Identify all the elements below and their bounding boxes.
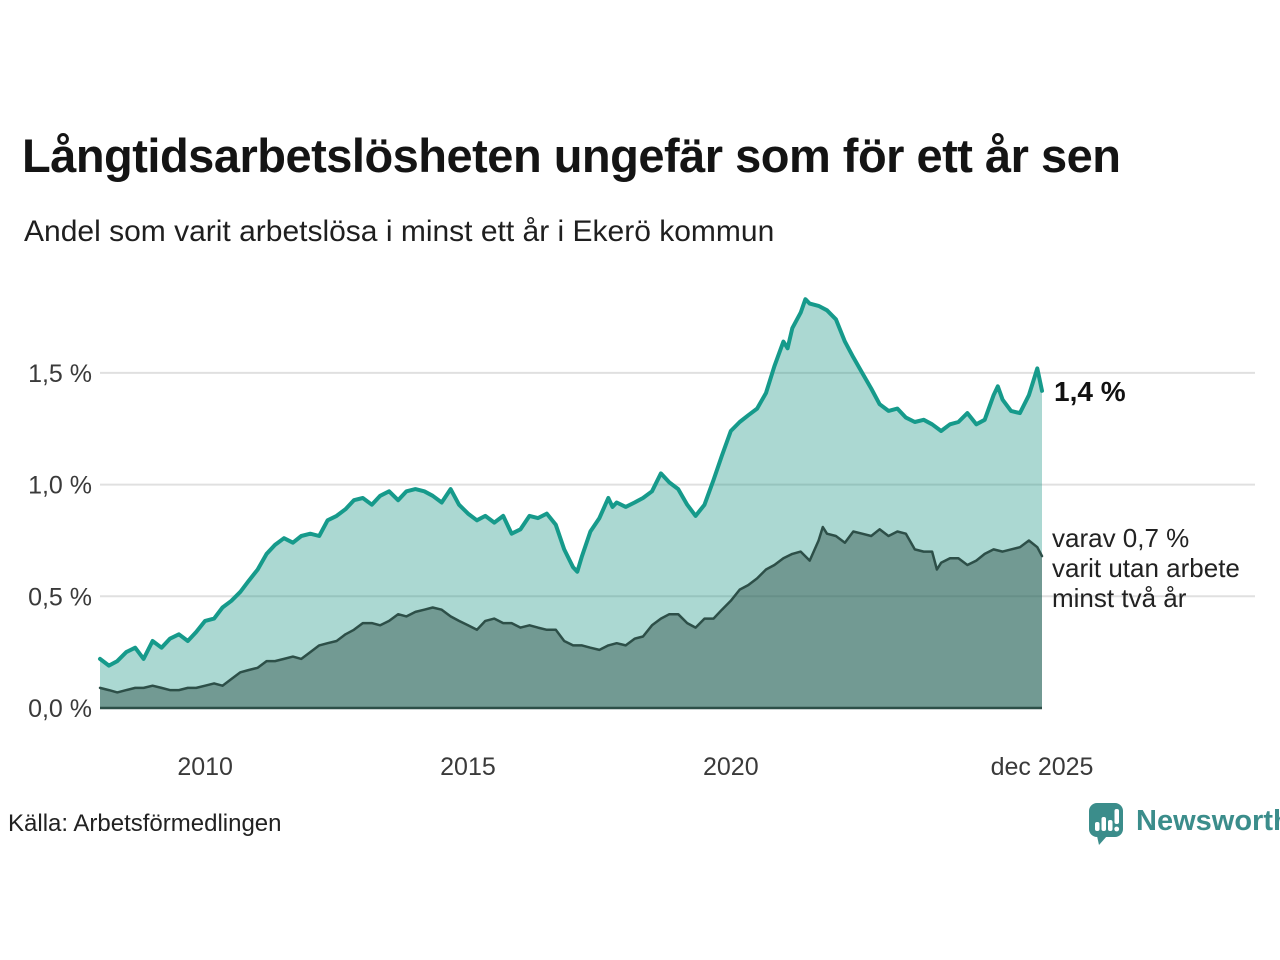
- page-title: Långtidsarbetslösheten ungefär som för e…: [22, 129, 1121, 182]
- brand-name: Newsworthy: [1136, 805, 1280, 837]
- latest-value-label: 1,4 %: [1054, 376, 1126, 407]
- annotation-line: varit utan arbete: [1052, 553, 1240, 583]
- y-axis-labels: 0,0 % 0,5 % 1,0 % 1,5 %: [28, 360, 92, 723]
- series-line-0: [98, 297, 1044, 668]
- chart-subtitle: Andel som varit arbetslösa i minst ett å…: [24, 215, 775, 248]
- svg-text:1,5 %: 1,5 %: [28, 360, 92, 388]
- svg-text:2020: 2020: [703, 753, 759, 781]
- svg-text:0,0 %: 0,0 %: [28, 695, 92, 723]
- svg-text:0,5 %: 0,5 %: [28, 583, 92, 611]
- series-area-1: [100, 527, 1042, 708]
- brand-logo: Newsworthy: [1088, 801, 1280, 851]
- x-axis-labels: 2010 2015 2020 dec 2025: [177, 753, 1093, 781]
- series-area-0: [100, 299, 1042, 708]
- series-line-1: [98, 525, 1044, 694]
- gridlines: [100, 371, 1255, 598]
- svg-text:2015: 2015: [440, 753, 496, 781]
- two-year-share-annotation: varav 0,7 % varit utan arbete minst två …: [1052, 523, 1240, 613]
- svg-text:dec 2025: dec 2025: [991, 753, 1094, 781]
- svg-text:2010: 2010: [177, 753, 233, 781]
- annotation-line: varav 0,7 %: [1052, 523, 1190, 553]
- source-note: Källa: Arbetsförmedlingen: [8, 810, 282, 837]
- newsworthy-bubble-icon: [1089, 803, 1123, 845]
- svg-text:1,0 %: 1,0 %: [28, 472, 92, 500]
- annotation-line: minst två år: [1052, 583, 1187, 613]
